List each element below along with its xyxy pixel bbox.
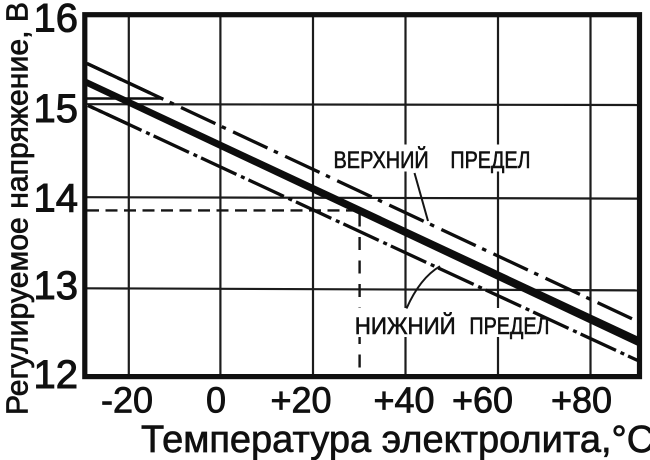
svg-text:Регулируемое напряжение, В: Регулируемое напряжение, В bbox=[2, 2, 35, 415]
svg-text:14: 14 bbox=[34, 177, 79, 221]
svg-text:13: 13 bbox=[34, 264, 79, 308]
svg-text:+40: +40 bbox=[373, 379, 434, 420]
svg-text:ПРЕДЕЛ: ПРЕДЕЛ bbox=[450, 146, 530, 173]
svg-text:ВЕРХНИЙ: ВЕРХНИЙ bbox=[334, 146, 429, 173]
svg-text:ПРЕДЕЛ: ПРЕДЕЛ bbox=[469, 312, 549, 339]
svg-text:16: 16 bbox=[34, 0, 79, 41]
svg-text:0: 0 bbox=[206, 379, 226, 420]
svg-text:12: 12 bbox=[34, 353, 79, 397]
svg-text:НИЖНИЙ: НИЖНИЙ bbox=[355, 311, 456, 339]
svg-text:+60: +60 bbox=[452, 379, 513, 420]
svg-text:+80: +80 bbox=[551, 379, 612, 420]
svg-text:Температура электролита,°С: Температура электролита,°С bbox=[141, 419, 650, 460]
svg-text:-20: -20 bbox=[101, 379, 153, 420]
svg-text:15: 15 bbox=[34, 87, 79, 131]
svg-text:+20: +20 bbox=[270, 379, 331, 420]
